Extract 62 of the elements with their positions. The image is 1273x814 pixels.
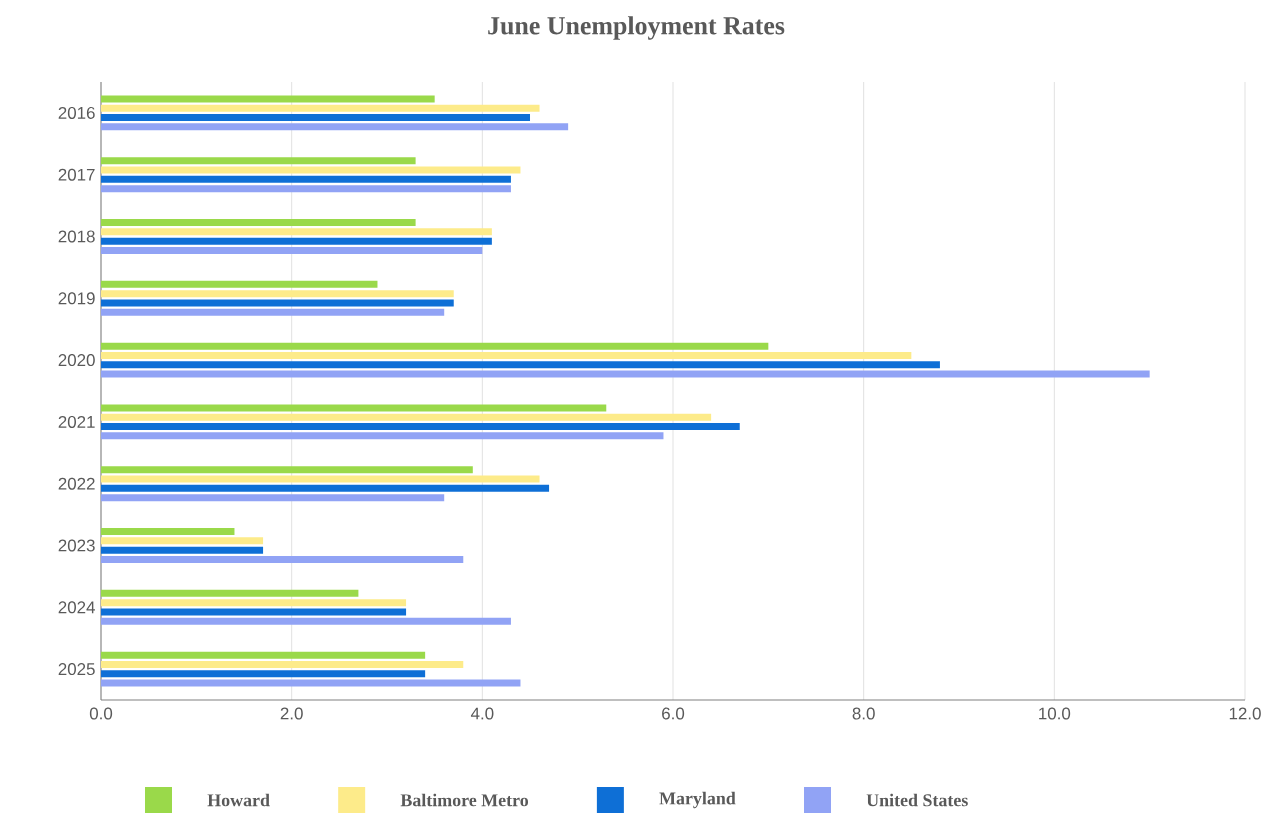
bar <box>101 219 416 227</box>
bar <box>101 308 445 316</box>
y-tick-label: 2022 <box>58 477 95 490</box>
y-tick-label: 2017 <box>58 168 95 181</box>
y-tick-label: 2016 <box>58 106 95 119</box>
bar <box>101 546 264 554</box>
bar <box>101 185 511 193</box>
x-tick-label: 12.0 <box>1229 707 1261 720</box>
bar <box>101 95 435 103</box>
bar <box>101 475 540 483</box>
bar <box>101 466 473 474</box>
bar <box>101 555 464 563</box>
x-tick-label: 4.0 <box>470 707 494 720</box>
x-tick-label: 2.0 <box>280 707 303 720</box>
bar <box>101 123 569 131</box>
y-tick-label: 2023 <box>58 539 95 552</box>
bar <box>101 237 492 245</box>
bar <box>101 679 521 687</box>
bar <box>101 432 664 440</box>
bar <box>101 361 940 369</box>
bar <box>101 228 492 236</box>
legend-label: Howard <box>207 793 270 807</box>
bar <box>101 157 416 165</box>
y-tick-label: 2019 <box>58 292 95 305</box>
y-tick-label: 2018 <box>58 230 95 243</box>
bar <box>101 494 445 502</box>
bar <box>101 608 407 616</box>
x-tick-label: 8.0 <box>852 707 875 720</box>
bar <box>101 246 483 254</box>
bar <box>101 166 521 174</box>
bar <box>101 484 550 492</box>
bar <box>101 370 1150 378</box>
bar <box>101 175 511 183</box>
bar <box>101 660 464 668</box>
legend-label: Maryland <box>659 791 736 809</box>
bar <box>101 299 454 307</box>
x-tick-label: 6.0 <box>662 707 685 720</box>
y-tick-label: 2025 <box>58 663 95 676</box>
bar <box>101 617 511 625</box>
bar <box>101 599 407 607</box>
bar <box>101 423 740 431</box>
bar <box>101 114 531 122</box>
bar <box>101 670 426 678</box>
legend-label: United States <box>866 793 968 807</box>
bar <box>101 528 235 536</box>
bar <box>101 413 712 421</box>
y-tick-label: 2021 <box>58 415 95 428</box>
chart-title: June Unemployment Rates <box>488 16 785 40</box>
y-tick-label: 2024 <box>58 601 95 614</box>
bar <box>101 104 540 112</box>
bar <box>101 342 769 350</box>
bar <box>101 290 454 298</box>
bar <box>101 589 359 597</box>
x-tick-label: 0.0 <box>89 707 113 720</box>
bar <box>101 280 378 288</box>
bar <box>101 351 912 359</box>
x-tick-label: 10.0 <box>1039 707 1071 720</box>
y-tick-label: 2020 <box>58 354 95 367</box>
bar <box>101 537 264 545</box>
bar <box>101 651 426 659</box>
legend-label: Baltimore Metro <box>400 793 529 807</box>
bar <box>101 404 607 412</box>
